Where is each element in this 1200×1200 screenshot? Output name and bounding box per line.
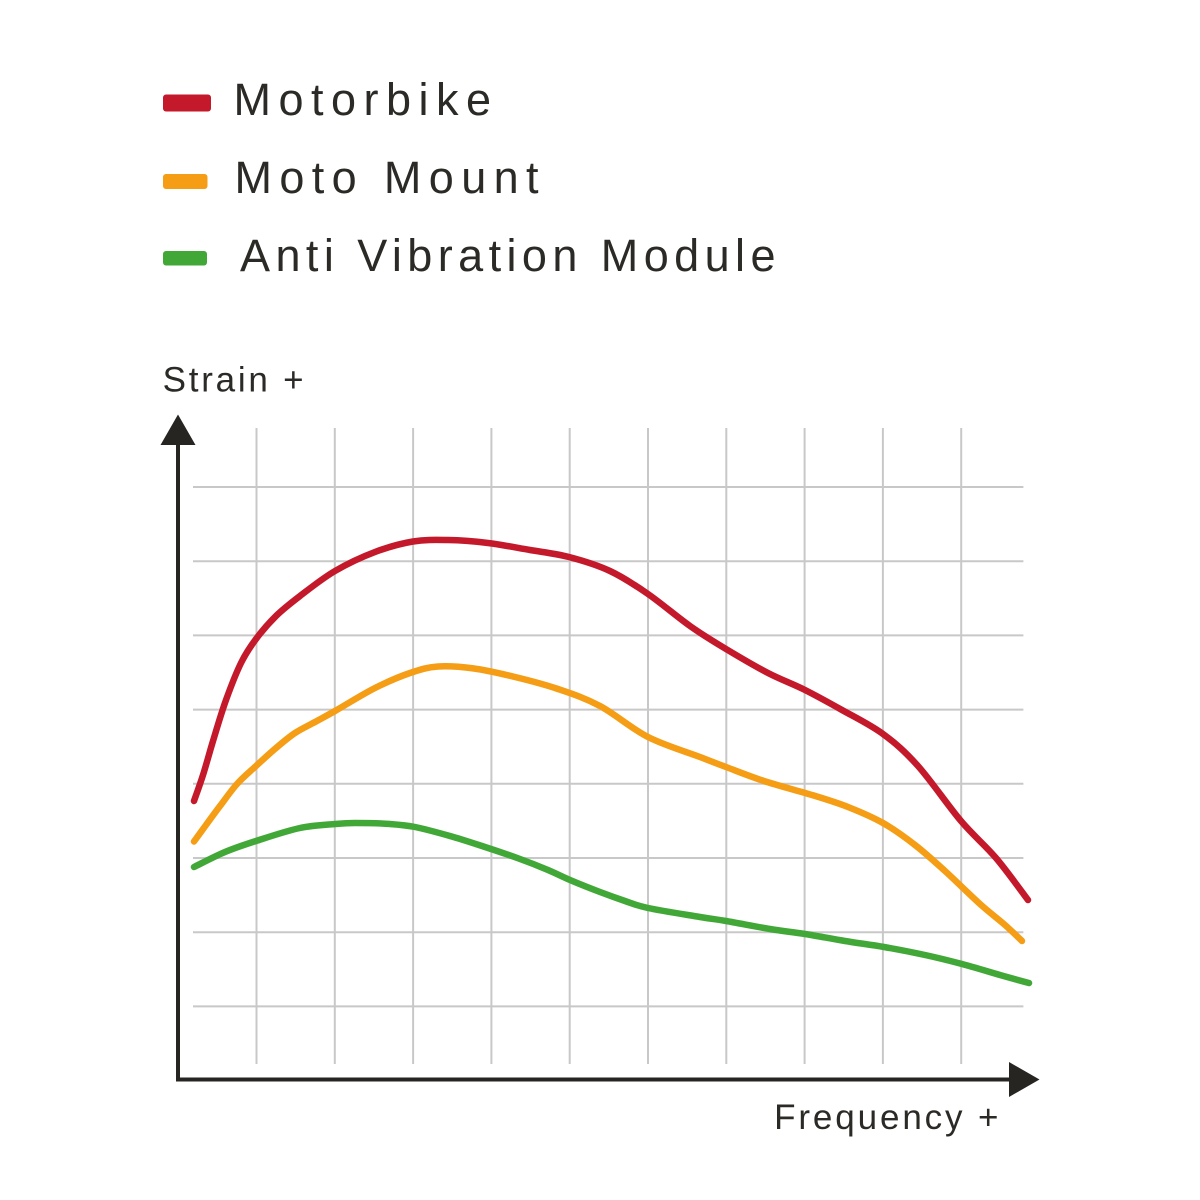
svg-text:Frequency +: Frequency + <box>774 1098 998 1137</box>
svg-text:Moto Mount: Moto Mount <box>235 152 539 203</box>
svg-text:Anti Vibration Module: Anti Vibration Module <box>240 230 776 281</box>
svg-text:Strain +: Strain + <box>163 361 304 400</box>
